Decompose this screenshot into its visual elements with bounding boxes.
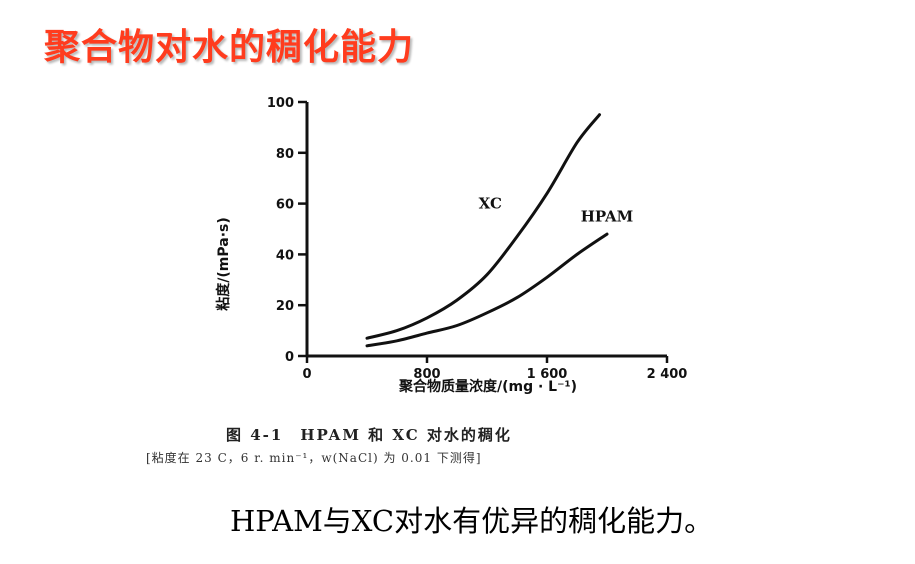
viscosity-chart: 0 20 40 60 80 100 0 800 1 600 2 400 XC HPAM 聚合物质量浓度… xyxy=(215,96,688,395)
x-tick-label: 0 xyxy=(302,367,311,382)
slide-title: 聚合物对水的稠化能力 xyxy=(44,27,415,68)
y-tick-label: 60 xyxy=(276,198,294,213)
y-tick-label: 100 xyxy=(267,96,294,111)
series-label-hpam: HPAM xyxy=(581,207,634,225)
figure-note: [粘度在 23 C，6 r. min⁻¹，w(NaCl) 为 0.01 下测得] xyxy=(146,451,482,465)
figure-caption: 图 4-1 HPAM 和 XC 对水的稠化 xyxy=(226,426,512,444)
conclusion-text: HPAM与XC对水有优异的稠化能力。 xyxy=(230,504,714,538)
x-axis-label: 聚合物质量浓度/(mg · L⁻¹) xyxy=(398,378,577,395)
y-tick-label: 20 xyxy=(276,299,294,314)
x-tick-label: 1 600 xyxy=(527,367,568,382)
y-tick-label: 40 xyxy=(276,248,294,263)
x-tick-label: 800 xyxy=(413,367,440,382)
series-label-xc: XC xyxy=(479,195,502,213)
plot-area: 0 20 40 60 80 100 0 800 1 600 2 400 XC HPAM xyxy=(267,96,688,382)
y-axis-label: 粘度/(mPa·s) xyxy=(215,217,232,310)
y-tick-label: 80 xyxy=(276,147,294,162)
series-line-xc xyxy=(365,113,601,340)
series-line-hpam xyxy=(365,232,609,348)
x-tick-label: 2 400 xyxy=(647,367,688,382)
y-tick-label: 0 xyxy=(285,350,294,365)
